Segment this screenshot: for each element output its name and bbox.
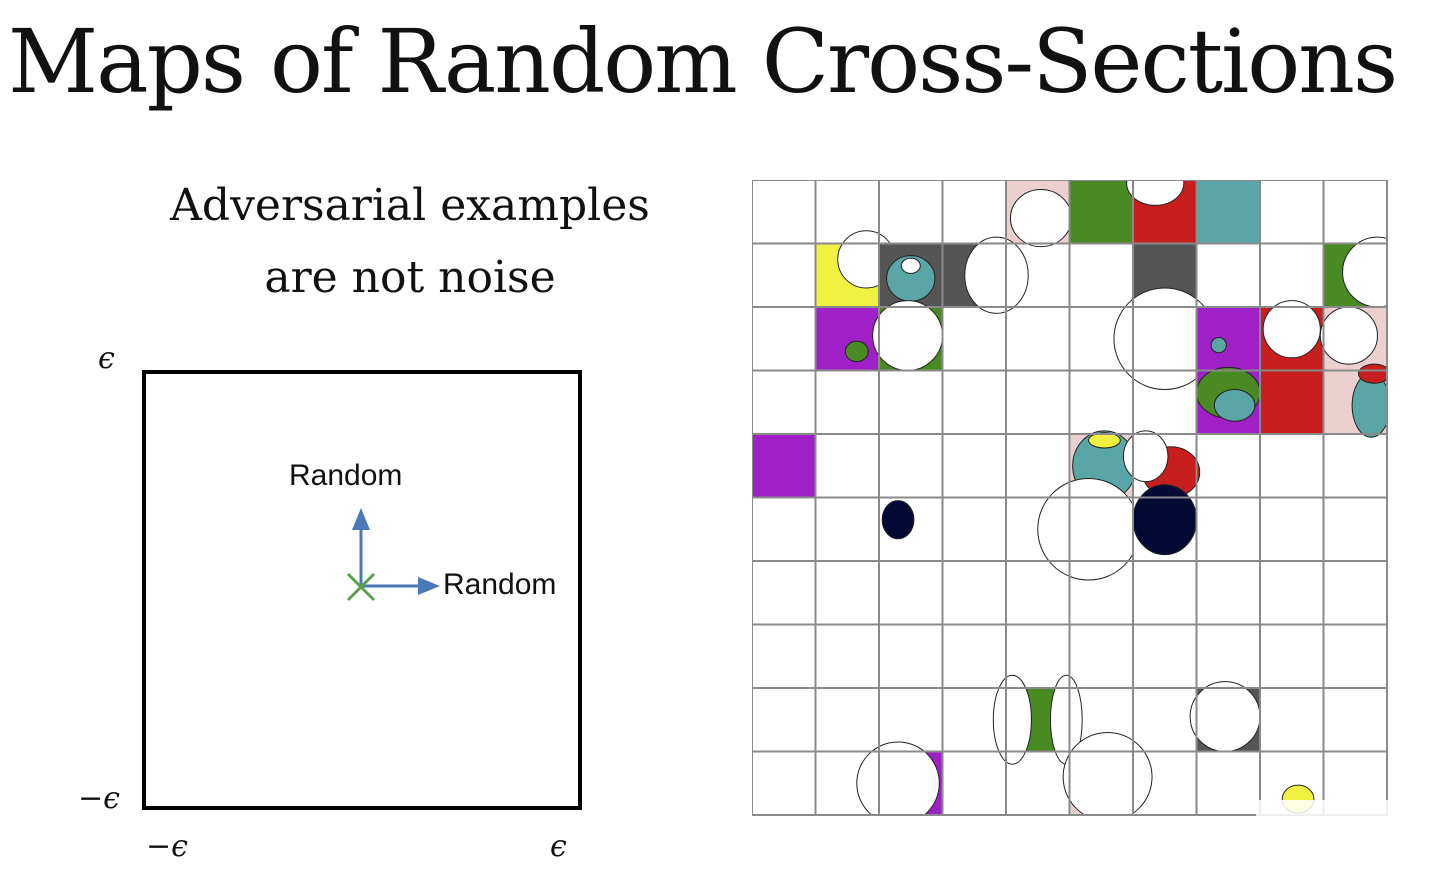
cross-section-box bbox=[142, 370, 582, 810]
map-region-blob bbox=[1037, 477, 1140, 581]
map-region-blob bbox=[900, 257, 921, 274]
map-cell-fill bbox=[1069, 180, 1133, 244]
map-region-blob bbox=[1189, 681, 1261, 753]
x-axis-max-label: ϵ bbox=[550, 829, 567, 864]
map-region-blob bbox=[1319, 306, 1378, 365]
map-region-blob bbox=[1213, 389, 1256, 422]
cross-section-map-grid bbox=[752, 180, 1388, 816]
map-region-blob bbox=[1088, 432, 1121, 449]
map-cell-fill bbox=[752, 434, 816, 498]
direction-right-label: Random bbox=[443, 568, 557, 601]
slide-title: Maps of Random Cross-Sections bbox=[8, 10, 1398, 113]
map-region-blob bbox=[1126, 180, 1185, 206]
map-region-blob bbox=[856, 741, 940, 816]
map-region-blob bbox=[1122, 430, 1169, 483]
y-axis-max-label: ϵ bbox=[98, 341, 115, 376]
subtitle-line-2: are not noise bbox=[264, 252, 556, 303]
map-cell-fill bbox=[1260, 370, 1324, 434]
map-cell-fill bbox=[1196, 307, 1260, 371]
subtitle-line-1: Adversarial examples bbox=[170, 180, 650, 231]
map-region-blob bbox=[1062, 731, 1153, 816]
grid-lines bbox=[752, 180, 1388, 816]
map-cell-fill bbox=[1196, 180, 1260, 244]
x-axis-min-label: −ϵ bbox=[146, 829, 188, 864]
colored-regions bbox=[752, 180, 1388, 816]
map-region-blob bbox=[1262, 300, 1321, 359]
map-region-blob bbox=[872, 300, 943, 371]
arrow-right-icon bbox=[361, 577, 440, 595]
watermark-patch bbox=[1256, 800, 1416, 860]
map-region-blob bbox=[1009, 189, 1072, 248]
map-region-blob bbox=[1210, 336, 1227, 354]
direction-up-label: Random bbox=[289, 459, 403, 492]
arrow-up-icon bbox=[352, 508, 370, 586]
map-region-blob bbox=[844, 340, 869, 363]
origin-x-mark-icon bbox=[346, 572, 376, 602]
y-axis-min-label: −ϵ bbox=[78, 781, 120, 816]
map-cell-fill bbox=[815, 307, 879, 371]
map-region-blob bbox=[1132, 484, 1197, 556]
map-region-blob bbox=[1357, 363, 1388, 384]
map-region-blob bbox=[992, 674, 1032, 765]
map-region-blob bbox=[964, 236, 1029, 314]
map-region-blob bbox=[881, 500, 915, 540]
